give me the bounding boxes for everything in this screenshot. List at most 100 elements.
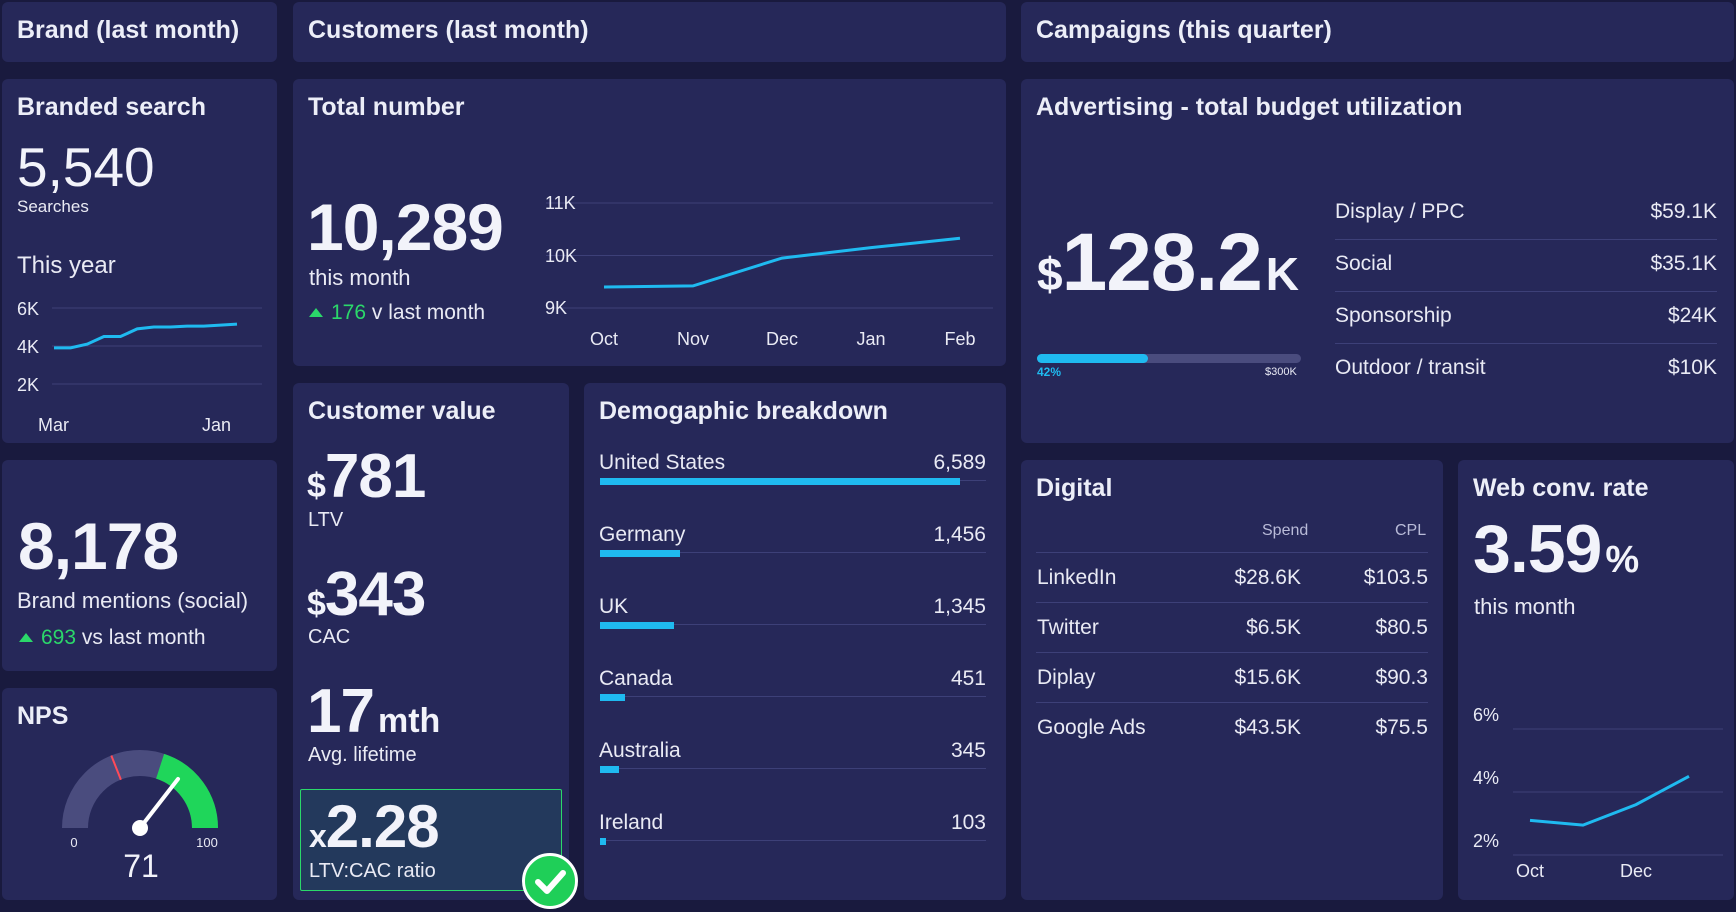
mentions-label: Brand mentions (social) [17,588,249,613]
header-brand: Brand (last month) [2,2,277,62]
demographic-bar [600,766,619,773]
advertising-row-value: $35.1K [1650,252,1717,275]
web-conv-chart: 6% 4% 2% Oct Dec [1473,705,1723,881]
nps-target-marker [110,755,122,781]
header-brand-title: Brand (last month) [17,16,240,44]
tn-ytick-9k: 9K [545,298,567,318]
bs-xtick-jan: Jan [202,415,231,434]
web-conv-label: this month [1474,594,1576,619]
demographic-bar [600,550,680,557]
ratio-label: LTV:CAC ratio [309,860,436,882]
total-number-change-text: v last month [371,301,486,324]
tn-xtick: Dec [766,329,798,349]
tn-xtick: Jan [856,329,885,349]
table-row: LinkedIn $28.6K $103.5 [1036,552,1428,602]
branded-search-line [54,322,238,350]
demographic-country: Australia [599,739,681,762]
ratio-box: x2.28 LTV:CAC ratio [300,789,562,891]
advertising-row: Display / PPC $59.1K [1335,188,1717,240]
tn-xtick: Nov [677,329,709,349]
demographic-row: United States 6,589 [599,451,986,491]
advertising-row-label: Sponsorship [1335,304,1452,327]
digital-panel: Digital Spend CPL LinkedIn $28.6K $103.5 Tw… [1021,460,1443,900]
digital-col-spend: Spend [1262,522,1309,539]
budget-progress-max: $300K [1265,366,1297,378]
demographic-bar-track [600,768,986,769]
total-number-change-value: 176 [331,301,367,324]
demographic-value: 345 [950,739,986,762]
advertising-title: Advertising - total budget utilization [1036,93,1463,121]
branded-search-subtitle: This year [17,252,116,279]
demographic-bar-track [600,696,986,697]
tn-ytick-10k: 10K [545,246,577,266]
demographic-bar [600,622,674,629]
digital-spend: $6.5K [1246,616,1301,639]
digital-cpl: $80.5 [1375,616,1428,639]
budget-progress-fill [1037,354,1148,363]
advertising-currency: $ [1037,248,1063,300]
wc-ytick-4: 4% [1473,768,1499,788]
ratio-value: x2.28 [309,792,440,861]
wc-ytick-2: 2% [1473,831,1499,851]
advertising-row: Outdoor / transit $10K [1335,344,1717,396]
demographic-bar-track [600,624,986,625]
nps-needle-hub [132,820,148,836]
advertising-row-value: $10K [1667,356,1717,379]
demographic-value: 1,456 [933,523,986,546]
web-conv-title: Web conv. rate [1473,474,1649,502]
digital-spend: $28.6K [1234,566,1301,589]
tn-xtick: Oct [590,329,618,349]
branded-search-chart: 6K 4K 2K Mar Jan [17,299,262,434]
demographic-country: United States [599,451,726,474]
checkmark-glyph [535,870,566,894]
header-customers-title: Customers (last month) [308,16,589,44]
demographic-country: Canada [599,667,673,690]
advertising-row-label: Social [1335,252,1393,275]
demographic-bar [600,694,625,701]
advertising-row-value: $24K [1667,304,1717,327]
demographic-country: Germany [599,523,686,546]
web-conv-panel: Web conv. rate 3.59% this month 6% 4% 2%… [1458,460,1734,900]
bs-ytick-4k: 4K [17,337,39,357]
advertising-number: 128.2 [1061,217,1263,308]
up-arrow-icon [19,633,33,642]
digital-spend: $15.6K [1234,666,1301,689]
budget-progress-track [1037,354,1301,363]
total-number-change: 176 v last month [309,301,485,325]
header-customers: Customers (last month) [293,2,1006,62]
mentions-change-text: vs last month [81,626,206,649]
bs-ytick-6k: 6K [17,299,39,319]
total-number-unit: this month [309,265,411,290]
ratio-prefix: x [309,818,327,854]
tn-xtick: Feb [944,329,975,349]
demographic-row: Germany 1,456 [599,523,986,563]
customer-value-title: Customer value [308,397,496,425]
bs-ytick-2k: 2K [17,375,39,395]
cac-number: 343 [324,560,426,629]
total-number-chart: 11K 10K 9K Oct Nov Dec Jan Feb [545,193,993,349]
advertising-row: Social $35.1K [1335,240,1717,292]
mentions-change: 693 vs last month [19,626,206,650]
cac-currency: $ [307,585,326,623]
mentions-change-value: 693 [41,626,77,649]
web-conv-line [1529,774,1690,827]
mentions-panel: 8,178 Brand mentions (social) 693 vs las… [2,460,277,671]
demographic-bar-track [600,552,986,553]
header-campaigns: Campaigns (this quarter) [1021,2,1734,62]
web-conv-number: 3.59 [1473,511,1602,587]
demographic-panel: Demogaphic breakdown United States 6,589 G… [584,383,1006,900]
wc-ytick-6: 6% [1473,705,1499,725]
table-row: Diplay $15.6K $90.3 [1036,652,1428,702]
advertising-value: $128.2K [1037,216,1299,310]
demographic-bar [600,478,960,485]
advertising-row-label: Outdoor / transit [1335,356,1486,379]
advertising-row: Sponsorship $24K [1335,292,1717,344]
advertising-panel: Advertising - total budget utilization $… [1021,79,1734,443]
digital-channel: Google Ads [1037,716,1146,739]
branded-search-value: 5,540 [17,136,155,198]
demographic-country: UK [599,595,629,618]
header-campaigns-title: Campaigns (this quarter) [1036,16,1332,44]
demographic-title: Demogaphic breakdown [599,397,888,425]
digital-title: Digital [1036,474,1113,502]
advertising-row-label: Display / PPC [1335,200,1465,223]
